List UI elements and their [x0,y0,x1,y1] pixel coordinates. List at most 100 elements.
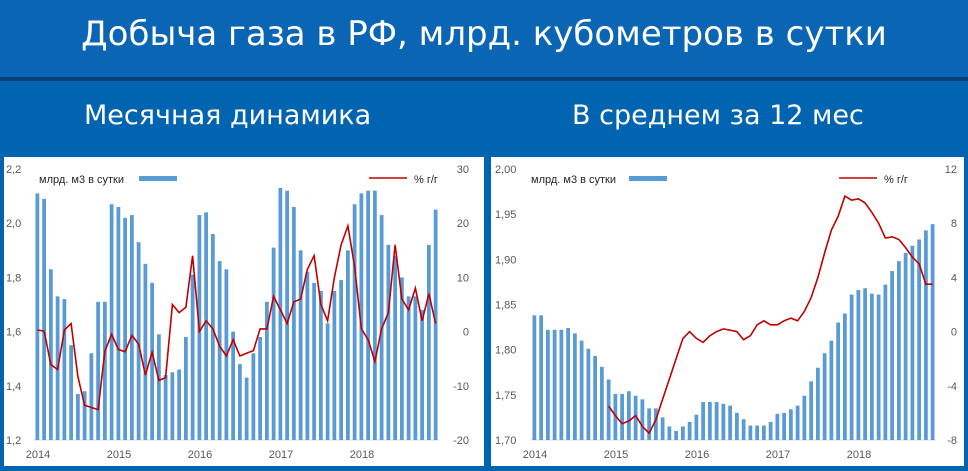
bar [903,253,908,440]
bar [707,402,712,440]
bar [593,355,598,440]
bar [539,315,544,440]
bar [545,329,550,440]
y-left-tick-label: 1,4 [6,381,21,393]
y-right-tick-label: 10 [457,272,469,284]
bar [586,348,591,440]
chart-monthly: 1,2 1,4 1,6 1,8 2,0 2,2 -20 -10 0 10 20 30 2014 2015 2… [6,164,469,461]
bar [345,250,350,440]
bar [35,193,40,440]
bar [217,261,222,440]
bar [136,242,141,440]
bar [640,399,645,440]
bar [761,425,766,440]
bar [386,244,391,440]
bar [775,413,780,440]
x-tick-label: 2014 [523,449,547,461]
bar [96,301,101,440]
x-tick-label: 2015 [107,449,131,461]
bar [748,425,753,440]
bar [170,372,175,440]
bar [842,313,847,440]
y-left-tick-label: 1,6 [6,327,21,339]
y-right-tick-label: -4 [947,381,957,393]
bar [883,284,888,440]
x-tick-label: 2014 [26,449,50,461]
bar [620,393,625,440]
y-right-tick-label: 30 [457,164,469,176]
y-left-tick-label: 1,80 [495,345,516,357]
bar [701,402,706,440]
series-line-yoy [607,194,933,435]
bar [332,290,337,440]
bar [251,353,256,440]
x-tick-label: 2018 [350,449,374,461]
bar [352,204,357,440]
y-left-tick-label: 1,95 [495,209,516,221]
bar [734,412,739,440]
bar [836,322,841,440]
y-right-tick-label: 12 [945,164,957,176]
bar [420,309,425,440]
bar [325,323,330,440]
bar [647,408,652,440]
bar [755,425,760,440]
bar [264,301,269,440]
bar [102,301,107,440]
x-tick-label: 2016 [188,449,212,461]
bar [426,244,431,440]
bar [653,408,658,440]
bar [143,263,148,440]
chart-panel-monthly: 1,2 1,4 1,6 1,8 2,0 2,2 -20 -10 0 10 20 30 2014 2015 2… [4,157,484,466]
bar [163,374,168,440]
subtitle-monthly: Месячная динамика [84,100,372,131]
bar [572,333,577,440]
bar [626,391,631,440]
bar [613,393,618,440]
bar [680,426,685,440]
bar [917,239,922,440]
bar [849,294,854,440]
y-right-tick-label: -10 [453,381,469,393]
bar [116,206,121,440]
y-left-tick-label: 1,75 [495,390,516,402]
bar [856,290,861,440]
bar [183,337,188,440]
legend-swatch-bar [139,176,177,181]
chart-12m-average: 1,70 1,75 1,80 1,85 1,90 1,95 2,00 -8 -4 0 4 8 12 201… [495,164,957,461]
y-right-tick-label: 0 [463,327,469,339]
bar [552,329,557,440]
bar [660,417,665,440]
bar [923,230,928,440]
bar [433,209,438,440]
y-right-tick-label: 4 [951,272,957,284]
series-line-yoy [37,222,437,411]
bar [366,190,371,440]
x-tick-label: 2017 [766,449,790,461]
bar [406,296,411,440]
bar [768,421,773,440]
bar [782,412,787,440]
bar [896,261,901,440]
bar [62,299,67,440]
bar [204,212,209,440]
y-left-tick-label: 1,8 [6,272,21,284]
bar [714,402,719,440]
bar [667,426,672,440]
y-right-tick-label: 8 [951,218,957,230]
bar [815,367,820,440]
bar [210,234,215,440]
bar [75,393,80,440]
bar [298,250,303,440]
y-left-tick-label: 2,2 [6,164,21,176]
bar [579,340,584,440]
bar [129,215,134,440]
bar [721,403,726,440]
bar [278,187,283,440]
header-divider [0,77,968,81]
bar [788,409,793,440]
bar [258,337,263,440]
bar [271,247,276,440]
bar [741,419,746,440]
y-right-tick-label: -20 [453,435,469,447]
